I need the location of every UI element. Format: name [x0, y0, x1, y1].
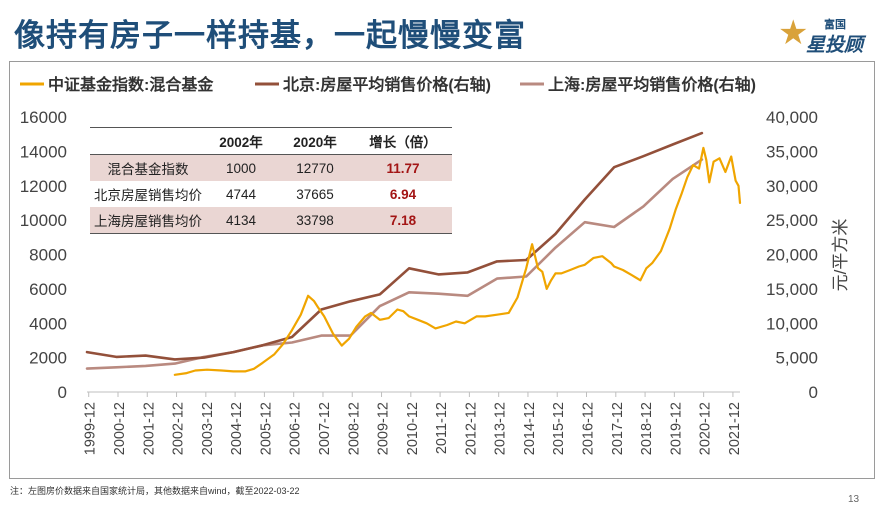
y-right-axis-label: 元/平方米 — [831, 219, 850, 292]
table-cell: 4134 — [206, 207, 276, 234]
y-right-tick-label: 5,000 — [775, 349, 818, 368]
series-line-1 — [173, 146, 742, 376]
y-left-tick-label: 8000 — [29, 246, 67, 265]
x-tick-label: 2015-12 — [551, 402, 567, 455]
table-cell: 33798 — [276, 207, 354, 234]
table-row: 上海房屋销售均价 4134 33798 7.18 — [90, 207, 452, 234]
table-cell: 混合基金指数 — [90, 154, 206, 181]
y-right-tick-label: 35,000 — [766, 142, 818, 161]
table-cell: 北京房屋销售均价 — [94, 188, 202, 203]
table-cell: 11.77 — [354, 154, 452, 181]
x-tick-label: 2000-12 — [112, 402, 128, 455]
x-tick-label: 2016-12 — [581, 402, 597, 455]
y-left-tick-label: 0 — [58, 383, 67, 402]
y-left-tick-label: 2000 — [29, 349, 67, 368]
x-tick-label: 2018-12 — [639, 402, 655, 455]
y-left-tick-label: 14000 — [20, 142, 67, 161]
x-tick-label: 2014-12 — [522, 402, 538, 455]
table-cell: 1000 — [206, 154, 276, 181]
y-right-tick-label: 20,000 — [766, 246, 818, 265]
x-tick-label: 2019-12 — [668, 402, 684, 455]
series-line-2 — [85, 131, 704, 361]
brand-logo: ★ 富国 星投顾 — [778, 14, 870, 58]
x-tick-label: 2020-12 — [698, 402, 714, 455]
x-tick-label: 2011-12 — [434, 402, 450, 454]
y-left-tick-label: 10000 — [20, 211, 67, 230]
table-header-cell — [90, 127, 206, 155]
table-cell: 12770 — [276, 154, 354, 181]
y-right-tick-label: 15,000 — [766, 280, 818, 299]
table-header-cell: 2020年 — [276, 127, 354, 155]
x-tick-label: 2012-12 — [463, 402, 479, 455]
y-left-tick-label: 4000 — [29, 314, 67, 333]
x-tick-label: 2017-12 — [610, 402, 626, 455]
table-row: 混合基金指数 1000 12770 11.77 — [90, 154, 452, 181]
star-icon: ★ — [778, 14, 809, 52]
y-left-tick-label: 16000 — [20, 108, 67, 127]
x-tick-label: 2001-12 — [141, 402, 157, 455]
y-right-tick-label: 0 — [809, 383, 818, 402]
chart-frame — [9, 61, 875, 479]
table-row: 北京房屋销售均价 4744 37665 6.94 — [90, 181, 452, 207]
legend-label: 中证基金指数:混合基金 — [48, 75, 214, 94]
y-right-tick-label: 10,000 — [766, 314, 818, 333]
page-number: 13 — [848, 494, 860, 505]
x-tick-label: 2021-12 — [727, 402, 743, 455]
x-tick-label: 2010-12 — [405, 402, 421, 455]
y-right-tick-label: 25,000 — [766, 211, 818, 230]
x-tick-label: 2005-12 — [258, 402, 274, 455]
x-tick-label: 2003-12 — [200, 402, 216, 455]
y-left-tick-label: 6000 — [29, 280, 67, 299]
x-tick-label: 2007-12 — [317, 402, 333, 455]
table-cell: 上海房屋销售均价 — [90, 207, 206, 234]
table-header-cell: 2002年 — [206, 127, 276, 155]
series-line-3 — [85, 158, 704, 370]
y-right-tick-label: 30,000 — [766, 177, 818, 196]
y-right-tick-label: 40,000 — [766, 108, 818, 127]
growth-table: 2002年 2020年 增长（倍） 混合基金指数 1000 12770 11.7… — [90, 127, 452, 234]
logo-big-text: 星投顾 — [806, 35, 864, 56]
logo-small-text: 富国 — [824, 19, 846, 31]
table-header-cell: 增长（倍） — [354, 127, 452, 155]
x-tick-label: 2004-12 — [229, 402, 245, 455]
page-title: 像持有房子一样持基，一起慢慢变富 — [14, 18, 526, 53]
x-tick-label: 2006-12 — [288, 402, 304, 455]
y-left-tick-label: 12000 — [20, 177, 67, 196]
x-tick-label: 2013-12 — [493, 402, 509, 455]
x-tick-label: 2008-12 — [346, 402, 362, 455]
x-tick-label: 1999-12 — [83, 402, 99, 455]
legend-label: 北京:房屋平均销售价格(右轴) — [283, 75, 491, 94]
table-cell: 37665 — [296, 186, 334, 202]
x-tick-label: 2009-12 — [376, 402, 392, 455]
x-tick-label: 2002-12 — [171, 402, 187, 455]
table-header-row: 2002年 2020年 增长（倍） — [90, 127, 452, 155]
legend-label: 上海:房屋平均销售价格(右轴) — [548, 75, 756, 94]
footnote: 注：左图房价数据来自国家统计局，其他数据来自wind，截至2022-03-22 — [10, 486, 300, 496]
table-cell: 4744 — [225, 186, 257, 202]
table-cell: 7.18 — [354, 207, 452, 234]
table-cell: 6.94 — [389, 186, 417, 202]
